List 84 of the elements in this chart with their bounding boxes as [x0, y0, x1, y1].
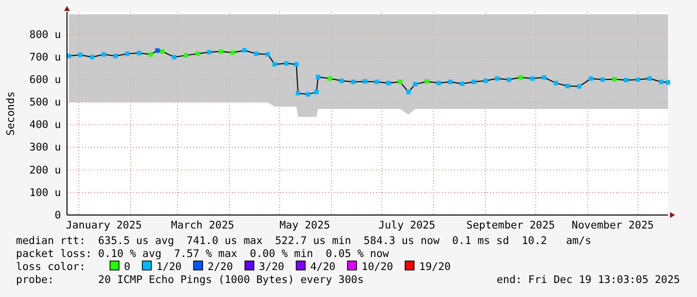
- point: [113, 54, 118, 58]
- point: [483, 78, 488, 84]
- point: [78, 52, 83, 58]
- point: [172, 54, 176, 60]
- point: [314, 90, 319, 94]
- point: [565, 84, 570, 88]
- y-tick-label: 700 u: [29, 51, 61, 64]
- point: [588, 76, 594, 81]
- point: [624, 78, 628, 82]
- x-tick-label: July 2025: [378, 219, 436, 232]
- y-tick-label: 500 u: [29, 96, 61, 109]
- point: [374, 80, 379, 84]
- point: [448, 80, 453, 84]
- point: [306, 92, 310, 97]
- text: end: Fri Dec 19 13:03:05 2025: [496, 274, 680, 286]
- point: [207, 50, 212, 54]
- legend-title: loss color:: [16, 261, 86, 273]
- y-tick-label: 300 u: [29, 142, 61, 154]
- point: [351, 80, 356, 84]
- point: [218, 49, 224, 54]
- point: [284, 61, 289, 66]
- point: [495, 76, 500, 81]
- point: [554, 80, 558, 86]
- x-tick-label: November 2025: [572, 219, 654, 232]
- point: [406, 90, 411, 94]
- point: [316, 74, 320, 80]
- point: [148, 52, 153, 57]
- y-tick-label: 600 u: [29, 74, 61, 86]
- x-tick-label: January 2025: [66, 219, 142, 232]
- legend-label: 19/20: [419, 261, 451, 273]
- point: [424, 79, 430, 84]
- point: [362, 79, 368, 84]
- y-tick-label: 0: [54, 209, 61, 222]
- point: [125, 51, 130, 56]
- point: [647, 76, 652, 81]
- x-tick-label: March 2025: [170, 219, 234, 232]
- point: [254, 51, 258, 56]
- legend-label: 4/20: [310, 261, 336, 273]
- point: [600, 77, 605, 82]
- legend-label: 3/20: [258, 261, 284, 273]
- point: [666, 80, 670, 85]
- point: [577, 84, 582, 89]
- point: [398, 80, 402, 84]
- y-tick-label: 200 u: [29, 164, 61, 176]
- text: median rtt: 635.5 us avg 741.0 us max 522.7 us min 584.3 us now 0.1 ms sd 10.2 am/s: [16, 235, 592, 247]
- y-tick-label: 400 u: [29, 119, 61, 132]
- legend-label: 0: [124, 261, 130, 273]
- point: [195, 51, 200, 56]
- point: [436, 80, 441, 86]
- x-tick-label: May 2025: [279, 219, 330, 232]
- point: [412, 82, 418, 86]
- y-tick-label: 800 u: [29, 28, 61, 41]
- point: [659, 80, 664, 84]
- text: probe: 20 ICMP Echo Pings (1000 Bytes) every 300s: [16, 274, 364, 286]
- point: [542, 75, 546, 80]
- point: [90, 54, 94, 60]
- point: [636, 77, 640, 82]
- x-tick-label: September 2025: [466, 219, 555, 232]
- point: [472, 80, 476, 84]
- point: [155, 48, 160, 53]
- y-axis-title: Seconds: [5, 91, 17, 136]
- legend-label: 10/20: [362, 261, 394, 273]
- text: packet loss: 0.10 % avg 7.57 % max 0.00 % min 0.05 % now: [16, 248, 390, 260]
- point: [530, 76, 535, 81]
- point: [242, 48, 247, 53]
- point: [386, 80, 391, 86]
- point: [102, 52, 106, 57]
- point: [136, 50, 142, 56]
- legend-label: 2/20: [208, 261, 233, 273]
- point: [230, 50, 235, 55]
- point: [328, 76, 332, 81]
- point: [272, 62, 277, 67]
- point: [612, 76, 617, 82]
- y-tick-label: 100 u: [29, 186, 61, 199]
- point: [266, 52, 270, 57]
- point: [294, 62, 299, 67]
- point: [160, 49, 165, 54]
- point: [296, 90, 300, 96]
- point: [184, 53, 188, 58]
- point: [518, 75, 523, 80]
- point: [506, 77, 512, 82]
- point: [339, 78, 344, 84]
- legend-label: 1/20: [156, 261, 182, 273]
- point: [460, 81, 464, 86]
